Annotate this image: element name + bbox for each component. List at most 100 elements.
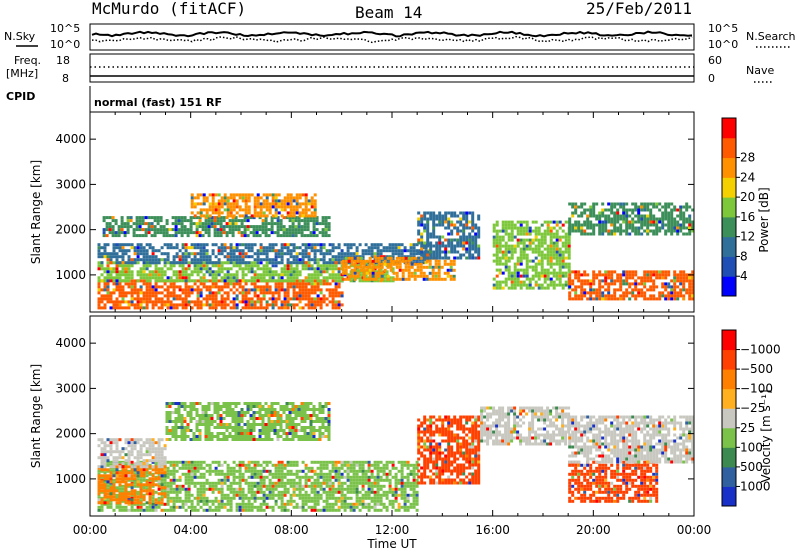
- power-echo-cell: [619, 273, 623, 277]
- power-echo-cell: [253, 282, 257, 286]
- velocity-echo-cell: [247, 508, 251, 512]
- power-echo-cell: [519, 280, 523, 284]
- velocity-echo-cell: [199, 490, 203, 494]
- power-echo-cell: [109, 294, 113, 298]
- power-echo-cell: [142, 252, 146, 256]
- power-echo-cell: [199, 249, 203, 253]
- power-echo-cell: [322, 282, 326, 286]
- power-echo-cell: [580, 229, 584, 233]
- power-echo-cell: [643, 217, 647, 221]
- power-echo-cell: [169, 261, 173, 265]
- power-echo-cell: [180, 225, 184, 229]
- power-echo-cell: [313, 270, 317, 274]
- power-echo-cell: [443, 277, 447, 281]
- velocity-echo-cell: [301, 475, 305, 479]
- power-echo-cell: [202, 303, 206, 307]
- power-echo-cell: [274, 300, 278, 304]
- power-echo-cell: [346, 249, 350, 253]
- power-echo-cell: [157, 291, 161, 295]
- power-echo-cell: [252, 225, 256, 229]
- power-echo-cell: [226, 211, 230, 215]
- power-echo-cell: [184, 243, 188, 247]
- power-echo-cell: [214, 193, 218, 197]
- power-echo-cell: [220, 199, 224, 203]
- power-echo-cell: [139, 243, 143, 247]
- velocity-echo-cell: [151, 508, 155, 512]
- power-echo-cell: [344, 268, 348, 272]
- power-echo-cell: [234, 228, 238, 232]
- power-echo-cell: [580, 282, 584, 286]
- power-echo-cell: [171, 228, 175, 232]
- velocity-echo-cell: [238, 505, 242, 509]
- power-echo-cell: [513, 247, 517, 251]
- velocity-echo-cell: [319, 487, 323, 491]
- power-echo-cell: [446, 262, 450, 266]
- velocity-echo-cell: [190, 478, 194, 482]
- velocity-echo-cell: [322, 475, 326, 479]
- power-echo-cell: [685, 273, 689, 277]
- power-echo-cell: [229, 258, 233, 262]
- power-echo-cell: [465, 217, 469, 221]
- power-echo-cell: [595, 214, 599, 218]
- power-echo-cell: [592, 297, 596, 301]
- power-echo-cell: [268, 288, 272, 292]
- velocity-echo-cell: [307, 478, 311, 482]
- power-echo-cell: [634, 229, 638, 233]
- power-echo-cell: [121, 294, 125, 298]
- velocity-echo-cell: [322, 508, 326, 512]
- power-echo-cell: [410, 262, 414, 266]
- power-echo-cell: [558, 253, 562, 257]
- power-echo-cell: [277, 261, 281, 265]
- power-echo-cell: [207, 216, 211, 220]
- power-echo-cell: [270, 219, 274, 223]
- power-echo-cell: [347, 265, 351, 269]
- power-echo-cell: [256, 255, 260, 259]
- power-echo-cell: [403, 249, 407, 253]
- velocity-echo-cell: [250, 484, 254, 488]
- power-echo-cell: [519, 232, 523, 236]
- power-echo-cell: [217, 193, 221, 197]
- power-echo-cell: [154, 267, 158, 271]
- power-echo-cell: [574, 288, 578, 292]
- power-echo-cell: [271, 270, 275, 274]
- power-echo-cell: [129, 216, 133, 220]
- power-echo-cell: [165, 231, 169, 235]
- power-echo-cell: [549, 220, 553, 224]
- velocity-echo-cell: [226, 466, 230, 470]
- power-echo-cell: [610, 279, 614, 283]
- velocity-echo-cell: [226, 475, 230, 479]
- power-echo-cell: [241, 249, 245, 253]
- velocity-echo-cell: [223, 478, 227, 482]
- velocity-echo-cell: [283, 487, 287, 491]
- power-echo-cell: [328, 252, 332, 256]
- power-echo-cell: [389, 259, 393, 263]
- power-echo-cell: [190, 288, 194, 292]
- velocity-echo-cell: [292, 478, 296, 482]
- power-echo-cell: [286, 258, 290, 262]
- power-echo-cell: [214, 291, 218, 295]
- power-echo-cell: [571, 226, 575, 230]
- power-echo-cell: [364, 252, 368, 256]
- power-echo-cell: [124, 306, 128, 310]
- power-echo-cell: [180, 222, 184, 226]
- power-echo-cell: [151, 252, 155, 256]
- power-echo-cell: [501, 262, 505, 266]
- power-echo-cell: [310, 285, 314, 289]
- power-echo-cell: [118, 303, 122, 307]
- power-echo-cell: [431, 274, 435, 278]
- power-echo-cell: [418, 261, 422, 265]
- power-echo-cell: [462, 232, 466, 236]
- power-echo-cell: [255, 234, 259, 238]
- power-echo-cell: [595, 273, 599, 277]
- power-echo-cell: [291, 216, 295, 220]
- power-echo-cell: [649, 285, 653, 289]
- power-echo-cell: [679, 276, 683, 280]
- power-echo-cell: [664, 232, 668, 236]
- power-echo-cell: [196, 211, 200, 215]
- power-echo-cell: [546, 220, 550, 224]
- power-echo-cell: [127, 264, 131, 268]
- power-echo-cell: [376, 252, 380, 256]
- velocity-echo-cell: [244, 508, 248, 512]
- power-echo-cell: [543, 232, 547, 236]
- power-echo-cell: [495, 235, 499, 239]
